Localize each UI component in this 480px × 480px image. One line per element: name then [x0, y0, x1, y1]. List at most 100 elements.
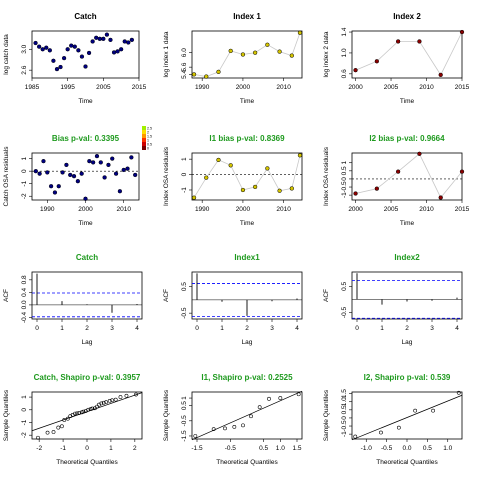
catch-osa-point: [83, 196, 88, 201]
catch-obs-point: [111, 50, 117, 55]
catch-qq-ytick-label: -2: [21, 432, 28, 438]
index2-obs-point: [353, 68, 358, 73]
catch-obs-point: [101, 36, 106, 41]
index1-qq-point: [211, 427, 216, 432]
catch-obs-point: [61, 56, 67, 61]
catch-osa-legend-swatch: [142, 126, 146, 130]
catch-obs-point: [115, 49, 120, 54]
index2-obs-title: Index 2: [393, 12, 421, 21]
catch-osa-point: [87, 158, 92, 164]
index1-qq-point: [257, 405, 262, 410]
index1-qq-point: [267, 396, 271, 401]
catch-obs-xtick-label: 1995: [60, 84, 75, 91]
index1-osa-point: [216, 157, 221, 163]
index2-acf-panel: Index2 0 1 2 3 4 -0.5 0.5 Lag ACF: [323, 253, 463, 346]
catch-osa-point: [79, 171, 84, 176]
catch-acf-ytick-label: 0.0: [21, 300, 28, 309]
index2-osa-ytick-label: -1: [341, 192, 348, 198]
catch-osa-point: [98, 160, 103, 165]
catch-qq-xtick-label: -2: [36, 445, 42, 452]
index2-obs-point: [438, 72, 443, 78]
index1-qq-frame: [191, 391, 303, 440]
catch-osa-legend-swatch: [142, 142, 146, 146]
index2-acf-xtick-label: 4: [455, 325, 459, 332]
catch-osa-point: [52, 190, 58, 195]
catch-qq-point: [45, 430, 50, 435]
index2-osa-xlabel: Time: [400, 220, 415, 227]
index2-qq-ytick-label: -1: [341, 431, 348, 437]
catch-qq-point: [59, 424, 64, 429]
index2-qq-point: [431, 408, 435, 413]
catch-qq-point: [77, 411, 82, 415]
catch-qq-point: [65, 416, 70, 421]
index2-acf-title: Index2: [394, 253, 420, 262]
index2-osa-point: [459, 169, 465, 174]
index1-obs-xtick-label: 1990: [195, 84, 210, 91]
index1-osa-point: [297, 153, 303, 158]
catch-obs-ytick-label: 3.0: [21, 44, 28, 53]
index1-qq-xtick-label: 0.5: [259, 445, 268, 452]
index1-obs-series-line: [193, 32, 301, 78]
catch-osa-legend-label: 1.5: [147, 135, 152, 139]
index1-osa-point: [191, 195, 197, 200]
catch-acf-xlabel: Lag: [82, 339, 93, 346]
index1-obs-frame: [191, 30, 303, 79]
catch-osa-ytick-label: -2: [21, 193, 28, 199]
index2-qq-point: [413, 408, 418, 413]
catch-osa-point: [75, 179, 81, 184]
catch-osa-legend-label: 0: [147, 147, 149, 151]
catch-qq-point: [73, 411, 77, 416]
index2-obs-ytick-label: 1.0: [341, 48, 348, 57]
index1-obs-xtick-label: 2000: [236, 84, 251, 91]
catch-osa-point: [37, 171, 42, 176]
catch-obs-point: [72, 44, 77, 49]
catch-qq-point: [81, 409, 86, 414]
catch-osa-point: [45, 170, 50, 175]
index2-osa-frame: [351, 152, 463, 201]
index2-obs-point: [395, 39, 401, 44]
index2-qq-point: [353, 434, 358, 439]
catch-qq-point: [134, 392, 138, 397]
catch-osa-panel: Bias p-val: 0.3395 1990 2000 2010 -2 -1 0 1 Time…: [3, 126, 152, 227]
catch-obs-xtick-label: 1985: [25, 84, 40, 91]
index1-acf-ytick-label: 0.5: [181, 282, 188, 291]
catch-obs-point: [104, 32, 110, 37]
index1-obs-point: [204, 74, 209, 79]
catch-qq-point: [51, 430, 56, 434]
index2-acf-frame: [351, 271, 463, 320]
index1-acf-xtick-label: 4: [295, 325, 299, 332]
catch-obs-point: [58, 64, 63, 70]
catch-qq-xtick-label: 0: [85, 445, 89, 452]
catch-osa-point: [94, 153, 100, 159]
catch-obs-frame: [31, 30, 140, 79]
index1-qq-point: [232, 424, 237, 429]
catch-osa-point: [56, 184, 61, 189]
index2-qq-ytick-label: -0.5: [341, 420, 348, 432]
index1-qq-qq-line: [191, 390, 303, 441]
index2-osa-ylabel: Index OSA residuals: [323, 146, 330, 206]
index2-obs-point: [459, 29, 465, 35]
index2-obs-xlabel: Time: [400, 98, 415, 105]
index2-qq-ytick-label: 1.5: [341, 389, 348, 398]
catch-osa-point: [113, 171, 119, 176]
index2-osa-point: [438, 195, 443, 200]
catch-osa-legend-label: 0.5: [147, 143, 152, 147]
index1-qq-xtick-label: 1.0: [276, 445, 285, 452]
index2-qq-xtick-label: 0.0: [402, 445, 411, 452]
index1-qq-ytick-label: 0.5: [181, 401, 188, 410]
catch-qq-point: [113, 397, 118, 402]
index2-qq-ytick-label: 0: [341, 416, 348, 420]
catch-obs-point: [40, 47, 45, 52]
index1-qq-xtick-label: -1.5: [191, 445, 203, 452]
index1-acf-xtick-label: 1: [220, 325, 224, 332]
index1-obs-title: Index 1: [233, 12, 261, 21]
index1-qq-xtick-label: -0.5: [225, 445, 237, 452]
catch-obs-point: [36, 44, 42, 49]
catch-qq-ytick-label: -1: [21, 419, 28, 425]
catch-acf-panel: Catch 0 1 2 3 4 -0.4 0.0 0.4 0.8 Lag ACF: [3, 253, 143, 346]
index1-acf-xlabel: Lag: [242, 339, 253, 346]
catch-osa-xtick-label: 2000: [78, 206, 93, 213]
catch-osa-ylabel: Catch OSA residuals: [3, 146, 10, 207]
index1-obs-point: [216, 69, 221, 75]
